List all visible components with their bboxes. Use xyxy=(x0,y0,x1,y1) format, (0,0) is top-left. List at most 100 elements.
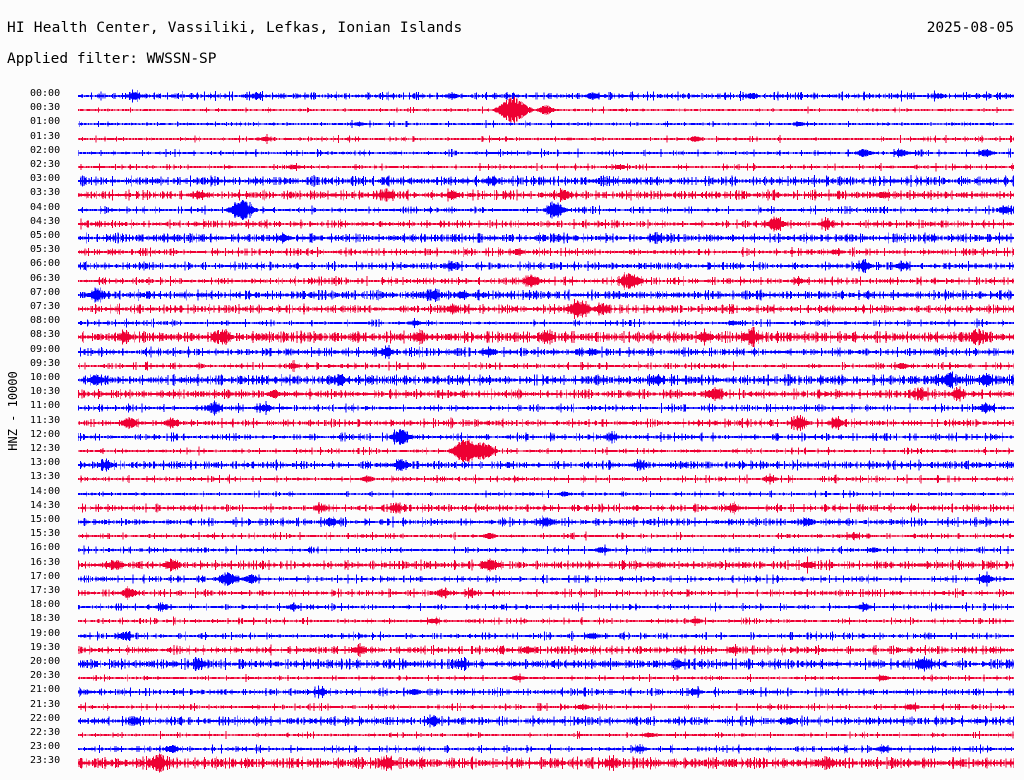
helicorder-plot: 00:00 00:30 01:00 01:30 02:00 02:30 03:00 03:30… xyxy=(0,78,1024,780)
helicorder-row: 21:00 xyxy=(0,684,1024,700)
seismic-trace xyxy=(78,153,1014,181)
seismic-trace xyxy=(78,352,1014,380)
seismic-trace xyxy=(78,423,1014,451)
header: HI Health Center, Vassiliki, Lefkas, Ion… xyxy=(0,0,1024,78)
helicorder-row: 01:00 xyxy=(0,117,1024,131)
row-time-label: 14:00 xyxy=(30,485,61,497)
row-time-label: 06:00 xyxy=(30,258,61,270)
helicorder-row: 16:30 xyxy=(0,556,1024,574)
row-time-label: 16:30 xyxy=(30,556,61,568)
row-time-label: 12:30 xyxy=(30,443,61,454)
seismic-trace xyxy=(78,366,1014,394)
row-time-label: 09:30 xyxy=(30,357,61,369)
helicorder-row: 04:00 xyxy=(0,199,1024,220)
row-time-label: 00:00 xyxy=(30,88,61,99)
row-time-label: 05:00 xyxy=(30,230,61,241)
seismic-trace xyxy=(78,721,1014,749)
helicorder-row: 09:00 xyxy=(0,344,1024,359)
row-time-label: 14:30 xyxy=(30,499,61,511)
seismic-trace xyxy=(78,508,1014,536)
seismic-trace xyxy=(78,579,1014,607)
helicorder-row: 00:00 xyxy=(0,89,1024,103)
row-time-label: 07:00 xyxy=(30,286,61,298)
seismic-trace xyxy=(78,181,1014,209)
seismic-trace xyxy=(78,295,1014,323)
seismic-trace xyxy=(78,522,1014,550)
helicorder-row: 20:00 xyxy=(0,656,1024,672)
helicorder-row: 22:30 xyxy=(0,728,1024,742)
seismic-trace xyxy=(78,536,1014,564)
seismic-trace xyxy=(78,565,1014,593)
seismic-trace xyxy=(78,281,1014,309)
row-time-label: 15:30 xyxy=(30,528,61,540)
row-time-label: 11:00 xyxy=(30,400,61,412)
row-time-label: 21:00 xyxy=(30,684,61,696)
row-time-label: 11:30 xyxy=(30,414,61,426)
seismic-trace xyxy=(78,82,1014,110)
seismic-trace xyxy=(78,494,1014,522)
seismic-trace xyxy=(78,125,1014,153)
row-time-label: 20:30 xyxy=(30,670,61,682)
row-time-label: 22:00 xyxy=(30,712,61,724)
row-time-label: 04:00 xyxy=(30,201,61,213)
helicorder-row: 09:30 xyxy=(0,357,1024,373)
seismic-trace xyxy=(78,224,1014,252)
seismic-trace xyxy=(78,437,1014,465)
helicorder-row: 06:30 xyxy=(0,271,1024,290)
seismic-trace xyxy=(78,465,1014,493)
helicorder-row: 21:30 xyxy=(0,699,1024,714)
seismic-trace xyxy=(78,693,1014,721)
helicorder-row: 17:00 xyxy=(0,571,1024,587)
seismic-trace xyxy=(78,110,1014,138)
helicorder-row: 11:30 xyxy=(0,414,1024,431)
row-time-label: 13:00 xyxy=(30,457,61,469)
seismic-trace xyxy=(78,394,1014,422)
row-time-label: 08:30 xyxy=(30,329,61,341)
seismic-trace xyxy=(78,323,1014,351)
seismic-trace xyxy=(78,622,1014,650)
seismic-trace xyxy=(78,480,1014,508)
row-time-label: 15:00 xyxy=(30,514,61,525)
helicorder-row: 08:30 xyxy=(0,327,1024,348)
row-time-label: 10:30 xyxy=(30,386,61,398)
seismic-trace xyxy=(78,650,1014,678)
seismic-trace xyxy=(78,678,1014,706)
seismic-trace xyxy=(78,267,1014,295)
row-time-label: 22:30 xyxy=(30,727,61,738)
seismic-trace xyxy=(78,636,1014,664)
helicorder-row: 02:00 xyxy=(0,144,1024,160)
row-time-label: 08:00 xyxy=(30,315,61,327)
helicorder-row: 12:30 xyxy=(0,439,1024,463)
helicorder-row: 11:00 xyxy=(0,400,1024,416)
seismic-trace xyxy=(78,380,1014,408)
row-time-label: 01:00 xyxy=(30,116,61,128)
page-title: HI Health Center, Vassiliki, Lefkas, Ion… xyxy=(7,20,463,36)
helicorder-row: 05:00 xyxy=(0,231,1024,245)
row-time-label: 17:30 xyxy=(30,585,61,596)
seismic-trace xyxy=(78,451,1014,479)
seismic-trace xyxy=(78,707,1014,735)
helicorder-row: 22:00 xyxy=(0,712,1024,728)
seismic-trace xyxy=(78,167,1014,195)
seismic-trace xyxy=(78,409,1014,437)
helicorder-row: 15:30 xyxy=(0,529,1024,543)
row-time-label: 10:00 xyxy=(30,372,61,383)
helicorder-row: 04:30 xyxy=(0,216,1024,232)
helicorder-row: 00:30 xyxy=(0,96,1024,124)
row-time-label: 12:00 xyxy=(30,428,61,440)
helicorder-row: 02:30 xyxy=(0,160,1024,174)
helicorder-row: 03:30 xyxy=(0,188,1024,203)
row-time-label: 23:00 xyxy=(30,741,61,753)
helicorder-row: 19:30 xyxy=(0,642,1024,657)
helicorder-row: 16:00 xyxy=(0,543,1024,557)
helicorder-row: 20:30 xyxy=(0,671,1024,685)
helicorder-row: 08:00 xyxy=(0,316,1024,330)
row-time-label: 03:00 xyxy=(30,173,61,185)
helicorder-row: 19:00 xyxy=(0,628,1024,643)
helicorder-row: 14:30 xyxy=(0,499,1024,515)
helicorder-row: 13:30 xyxy=(0,472,1024,486)
helicorder-row: 23:30 xyxy=(0,753,1024,773)
record-date: 2025-08-05 xyxy=(926,20,1014,36)
row-time-label: 02:00 xyxy=(30,144,61,156)
seismic-trace xyxy=(78,551,1014,579)
